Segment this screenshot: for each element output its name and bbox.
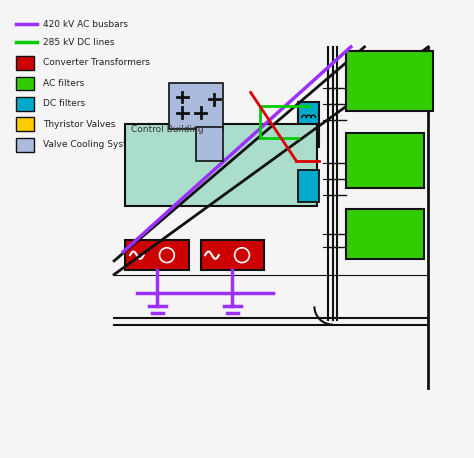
FancyBboxPatch shape bbox=[189, 173, 203, 198]
FancyBboxPatch shape bbox=[211, 177, 222, 195]
FancyBboxPatch shape bbox=[16, 76, 34, 90]
FancyBboxPatch shape bbox=[299, 102, 319, 147]
FancyBboxPatch shape bbox=[171, 177, 181, 195]
FancyBboxPatch shape bbox=[191, 177, 201, 195]
FancyBboxPatch shape bbox=[126, 240, 189, 270]
FancyBboxPatch shape bbox=[209, 173, 224, 198]
FancyBboxPatch shape bbox=[346, 133, 424, 188]
FancyBboxPatch shape bbox=[126, 124, 317, 206]
FancyBboxPatch shape bbox=[346, 51, 433, 111]
Text: DC filters: DC filters bbox=[43, 99, 85, 108]
FancyBboxPatch shape bbox=[201, 240, 264, 270]
Text: 420 kV AC busbars: 420 kV AC busbars bbox=[43, 20, 128, 29]
Text: Thyristor Valves: Thyristor Valves bbox=[43, 120, 115, 129]
FancyBboxPatch shape bbox=[129, 177, 140, 195]
Text: Converter Transformers: Converter Transformers bbox=[43, 58, 149, 67]
FancyBboxPatch shape bbox=[128, 173, 142, 198]
Polygon shape bbox=[152, 183, 158, 189]
FancyBboxPatch shape bbox=[148, 173, 162, 198]
FancyBboxPatch shape bbox=[150, 177, 160, 195]
Polygon shape bbox=[173, 183, 179, 189]
Polygon shape bbox=[193, 183, 199, 189]
FancyBboxPatch shape bbox=[346, 208, 424, 259]
Text: 285 kV DC lines: 285 kV DC lines bbox=[43, 38, 114, 47]
FancyBboxPatch shape bbox=[232, 177, 242, 195]
FancyBboxPatch shape bbox=[196, 126, 223, 161]
FancyBboxPatch shape bbox=[168, 173, 183, 198]
FancyBboxPatch shape bbox=[16, 117, 34, 131]
FancyBboxPatch shape bbox=[16, 56, 34, 70]
FancyBboxPatch shape bbox=[16, 138, 34, 152]
Text: AC filters: AC filters bbox=[43, 79, 84, 88]
Polygon shape bbox=[234, 183, 240, 189]
FancyBboxPatch shape bbox=[299, 170, 319, 202]
Polygon shape bbox=[131, 183, 138, 189]
FancyBboxPatch shape bbox=[230, 173, 244, 198]
FancyBboxPatch shape bbox=[169, 83, 223, 129]
Polygon shape bbox=[213, 183, 220, 189]
Text: Control Building: Control Building bbox=[131, 125, 203, 135]
FancyBboxPatch shape bbox=[16, 97, 34, 111]
Text: Valve Cooling System: Valve Cooling System bbox=[43, 140, 141, 149]
